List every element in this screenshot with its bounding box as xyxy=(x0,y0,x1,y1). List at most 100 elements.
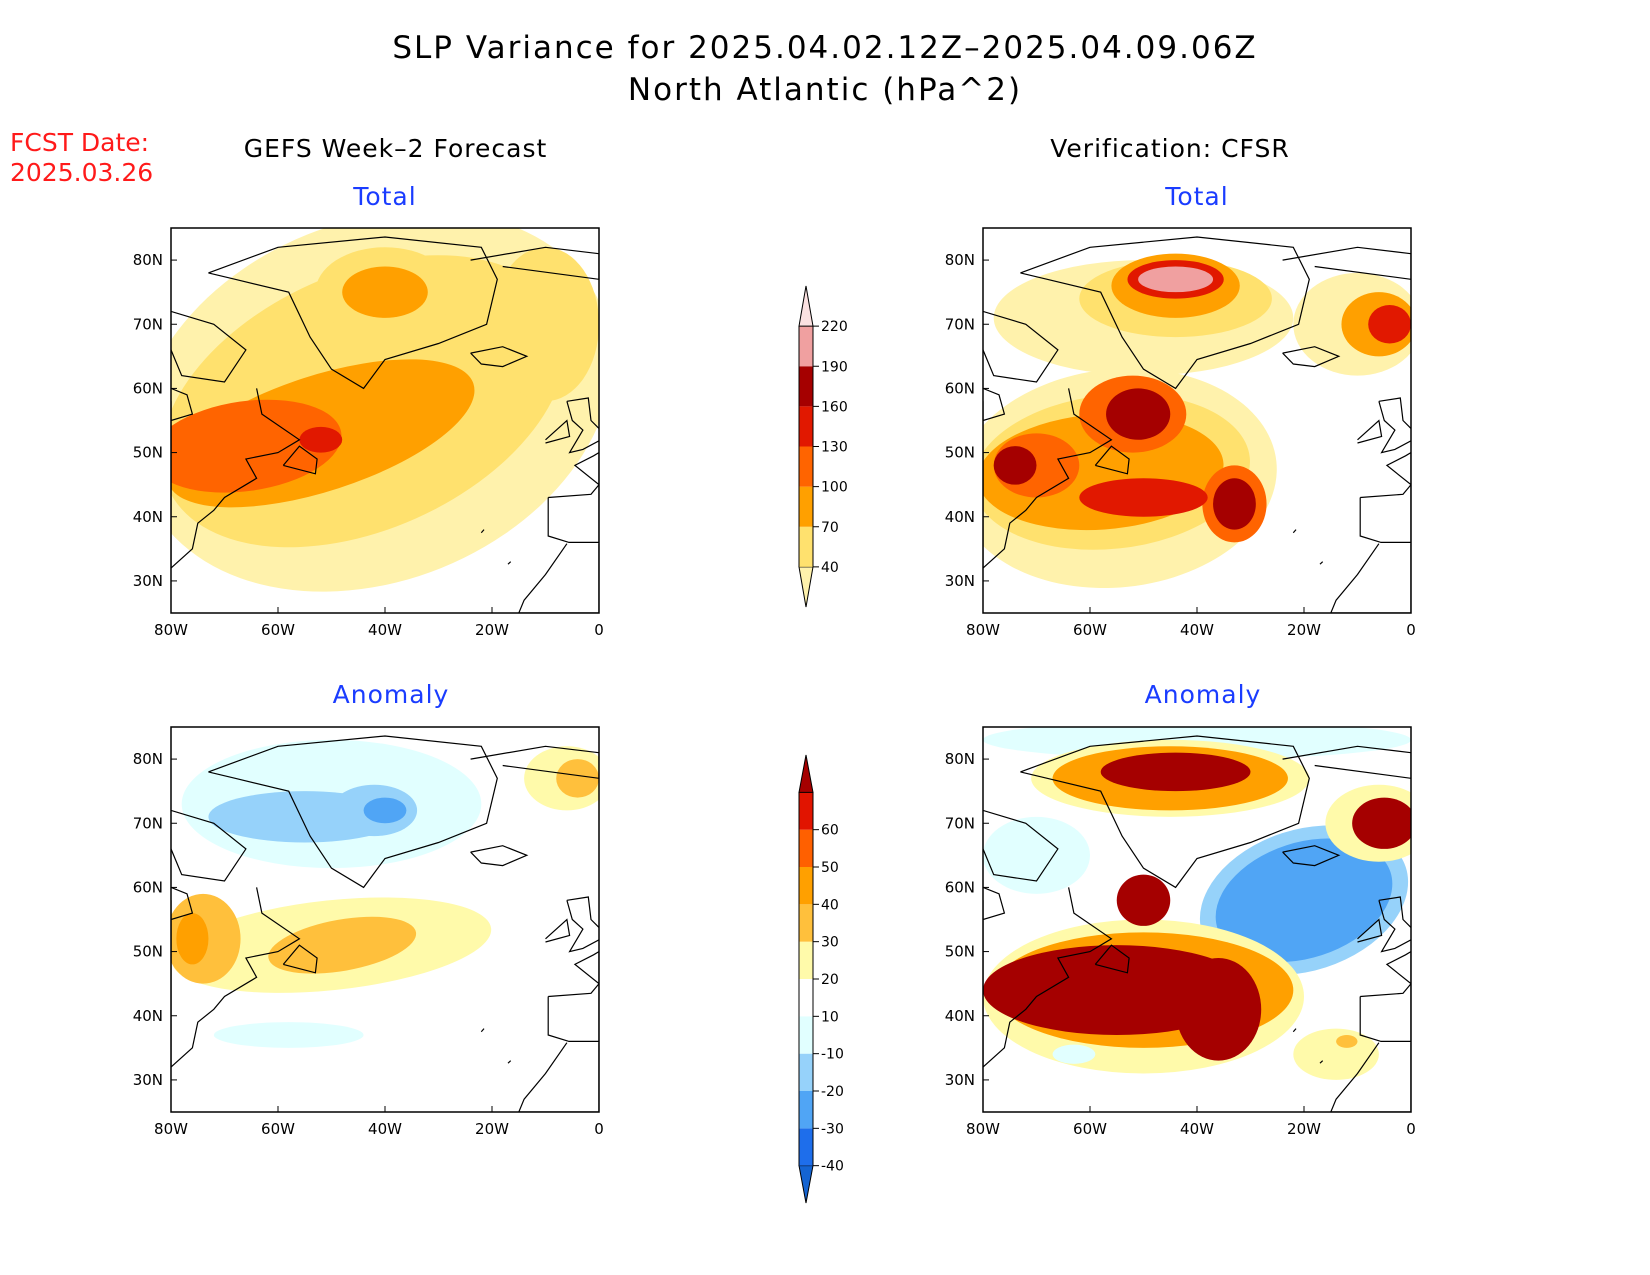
coastline-10 xyxy=(1282,246,1411,280)
contour-region-9 xyxy=(556,759,599,798)
x-tick-label: 80W xyxy=(154,1120,188,1138)
coastline-12 xyxy=(1319,561,1324,565)
y-tick-label: 70N xyxy=(133,814,163,832)
contour-region-6 xyxy=(342,266,428,318)
y-tick-label: 60N xyxy=(133,379,163,397)
contour-region-3 xyxy=(1215,838,1393,962)
coastline-2 xyxy=(171,387,194,422)
coastline-2 xyxy=(983,387,1006,422)
colorbar-label: 190 xyxy=(821,359,848,375)
colorbar-label: 40 xyxy=(821,560,839,576)
coastline-5 xyxy=(470,845,529,867)
map-panel-bottom-left: 80W 60W 40W 20W 0 30N 40N 50N 60N 70N 80N xyxy=(133,726,604,1138)
coastline-11 xyxy=(1292,529,1297,534)
coastline-8 xyxy=(547,950,599,1042)
x-tick-label: 40W xyxy=(1180,1120,1214,1138)
contour-region-7 xyxy=(492,247,599,402)
colorbar-label: 10 xyxy=(821,1009,839,1025)
x-tick-label: 40W xyxy=(368,621,402,639)
colorbar-end-triangle-low xyxy=(798,566,814,608)
coastline-6 xyxy=(1378,397,1411,454)
coastline-8 xyxy=(1359,950,1411,1042)
contour-region-7 xyxy=(1293,1028,1379,1080)
coastline-11 xyxy=(480,1028,485,1033)
contour-region-17 xyxy=(1138,266,1214,293)
x-tick-label: 20W xyxy=(1287,1120,1321,1138)
y-tick-label: 30N xyxy=(945,1071,975,1089)
contour-region-1 xyxy=(983,816,1090,894)
coastlines xyxy=(171,735,599,1112)
fcst-date-label: FCST Date: 2025.03.26 xyxy=(10,128,153,188)
coastline-1 xyxy=(171,809,247,882)
left-column-header: GEFS Week–2 Forecast xyxy=(243,134,548,163)
x-tick-label: 0 xyxy=(1406,1120,1416,1138)
contour-region-15 xyxy=(1352,797,1411,849)
y-tick-label: 40N xyxy=(133,508,163,526)
coastline-2 xyxy=(983,886,1006,921)
x-tick-label: 40W xyxy=(368,1120,402,1138)
coastline-6 xyxy=(566,397,599,454)
colorbar-segment xyxy=(799,406,813,447)
coastline-9 xyxy=(1330,1042,1411,1112)
main-title-line1: SLP Variance for 2025.04.02.12Z–2025.04.… xyxy=(392,30,1258,66)
y-tick-label: 50N xyxy=(945,444,975,462)
right-column-header: Verification: CFSR xyxy=(1050,134,1290,163)
coastline-0 xyxy=(208,236,498,390)
shaded-field xyxy=(171,228,599,613)
coastline-5 xyxy=(1282,845,1341,867)
coastline-9 xyxy=(1330,543,1411,613)
contour-region-14 xyxy=(1106,388,1171,440)
colorbar-label: 130 xyxy=(821,440,848,456)
coastline-0 xyxy=(1020,236,1310,390)
map-panel-bottom-right: 80W 60W 40W 20W 0 30N 40N 50N 60N 70N 80N xyxy=(945,726,1416,1138)
y-tick-label: 60N xyxy=(133,878,163,896)
coastline-1 xyxy=(983,310,1059,383)
contour-region-3 xyxy=(363,797,407,824)
y-tick-label: 80N xyxy=(945,251,975,269)
coastline-1 xyxy=(983,809,1059,882)
coastline-11 xyxy=(480,529,485,534)
colorbar-anomaly: -40 -30 -20 -10 10 20 30 40 50 60 xyxy=(798,754,844,1204)
coastline-8 xyxy=(547,451,599,543)
map-panel-top-right: 80W 60W 40W 20W 0 30N 40N 50N 60N 70N 80N xyxy=(945,227,1416,639)
coastline-7 xyxy=(1357,918,1383,943)
panel-title-bottom-left: Anomaly xyxy=(332,680,450,709)
contour-region-17 xyxy=(1052,1044,1096,1064)
x-tick-label: 60W xyxy=(261,1120,295,1138)
x-tick-label: 20W xyxy=(1287,621,1321,639)
colorbar-label: -10 xyxy=(821,1047,844,1063)
colorbar-segment xyxy=(799,366,813,407)
x-tick-label: 60W xyxy=(1073,621,1107,639)
y-tick-label: 30N xyxy=(945,572,975,590)
x-tick-label: 80W xyxy=(966,1120,1000,1138)
colorbar-segment xyxy=(799,1128,813,1166)
coastline-12 xyxy=(507,1060,512,1064)
coastline-4 xyxy=(1094,944,1130,974)
coastline-3 xyxy=(983,388,1113,569)
y-tick-label: 30N xyxy=(133,1071,163,1089)
contour-region-5 xyxy=(268,916,417,974)
colorbar-segment xyxy=(799,792,813,830)
y-tick-label: 40N xyxy=(945,508,975,526)
colorbar-segment xyxy=(799,446,813,487)
x-tick-label: 80W xyxy=(966,621,1000,639)
colorbar-label: 60 xyxy=(821,823,839,839)
coastline-5 xyxy=(470,346,529,368)
panel-title-top-left: Total xyxy=(353,182,417,211)
y-tick-label: 40N xyxy=(945,1007,975,1025)
contour-region-14 xyxy=(1100,752,1251,792)
colorbar-end-triangle-high xyxy=(798,285,814,327)
x-tick-label: 20W xyxy=(475,1120,509,1138)
contour-region-4 xyxy=(299,426,343,453)
shaded-field xyxy=(983,228,1411,613)
x-tick-label: 60W xyxy=(261,621,295,639)
colorbar-label: 160 xyxy=(821,399,848,415)
colorbar-label: -20 xyxy=(821,1084,844,1100)
coastline-5 xyxy=(1282,346,1341,368)
contour-region-15 xyxy=(993,446,1037,485)
colorbar-segment xyxy=(799,867,813,905)
colorbar-label: 40 xyxy=(821,897,839,913)
shaded-field xyxy=(983,727,1411,1112)
contour-region-13 xyxy=(1116,874,1171,926)
